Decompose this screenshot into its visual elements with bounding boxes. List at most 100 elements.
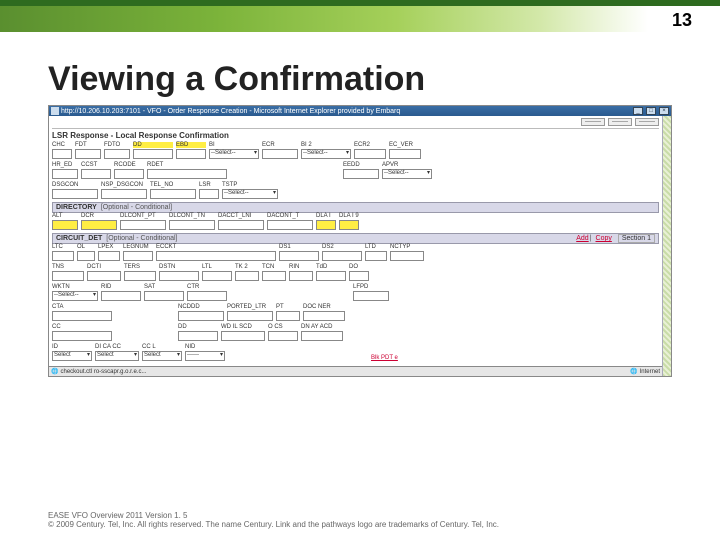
text-field[interactable] [133, 149, 173, 159]
directory-section-header: DIRECTORY [Optional - Conditional] [52, 202, 659, 213]
top-link[interactable]: -------- [581, 118, 605, 126]
field-label: TSTP [222, 182, 278, 188]
field-label: RIN [289, 264, 313, 270]
text-field[interactable] [218, 220, 264, 230]
text-field[interactable] [52, 220, 78, 230]
text-field[interactable] [104, 149, 130, 159]
inline-link[interactable]: Blk PDT e [371, 355, 398, 361]
text-field[interactable] [144, 291, 184, 301]
text-field[interactable] [262, 271, 286, 281]
text-field[interactable] [365, 251, 387, 261]
text-field[interactable] [77, 251, 95, 261]
select-field[interactable]: Select [95, 351, 139, 361]
text-field[interactable] [176, 149, 206, 159]
scrollbar-region[interactable] [662, 116, 671, 376]
text-field[interactable] [199, 189, 219, 199]
text-field[interactable] [156, 251, 276, 261]
text-field[interactable] [81, 169, 111, 179]
text-field[interactable] [276, 311, 300, 321]
text-field[interactable] [303, 311, 345, 321]
field-row: HR_EDCCSTRCODERDETEEDDAPVR--Select-- [52, 162, 659, 179]
select-field[interactable]: --Select-- [301, 149, 351, 159]
text-field[interactable] [289, 271, 313, 281]
text-field[interactable] [52, 149, 72, 159]
field-label: TEL_NO [150, 182, 196, 188]
text-field[interactable] [52, 331, 112, 341]
text-field[interactable] [101, 189, 147, 199]
text-field[interactable] [187, 291, 227, 301]
text-field[interactable] [169, 220, 215, 230]
top-link[interactable]: -------- [608, 118, 632, 126]
field-label: DCTI [87, 264, 121, 270]
text-field[interactable] [202, 271, 232, 281]
text-field[interactable] [343, 169, 379, 179]
text-field[interactable] [262, 149, 298, 159]
close-button[interactable]: × [659, 107, 669, 115]
field-label: LPEX [98, 244, 120, 250]
text-field[interactable] [147, 169, 227, 179]
slide-header-bar: 13 [0, 0, 720, 32]
select-field[interactable]: --Select-- [52, 291, 98, 301]
select-field[interactable]: Select [52, 351, 92, 361]
text-field[interactable] [390, 251, 424, 261]
text-field[interactable] [52, 311, 112, 321]
text-field[interactable] [322, 251, 362, 261]
field-label: ECCKT [156, 244, 276, 250]
select-field[interactable]: --Select-- [209, 149, 259, 159]
text-field[interactable] [349, 271, 369, 281]
footer-line1: EASE VFO Overview 2011 Version 1. 5 [48, 511, 672, 521]
select-field[interactable]: --Select-- [382, 169, 432, 179]
top-link[interactable]: -------- [635, 118, 659, 126]
text-field[interactable] [267, 220, 313, 230]
text-field[interactable] [389, 149, 421, 159]
text-field[interactable] [268, 331, 298, 341]
select-field[interactable]: --Select-- [222, 189, 278, 199]
text-field[interactable] [81, 220, 117, 230]
circuit-section-header: CIRCUIT_DET [Optional - Conditional] Add… [52, 233, 659, 244]
field-label: TK 2 [235, 264, 259, 270]
text-field[interactable] [120, 220, 166, 230]
text-field[interactable] [159, 271, 199, 281]
text-field[interactable] [52, 169, 78, 179]
field-label: NID [185, 344, 225, 350]
text-field[interactable] [178, 331, 218, 341]
maximize-button[interactable]: □ [646, 107, 656, 115]
zone-text: Internet [640, 369, 660, 375]
text-field[interactable] [52, 271, 84, 281]
text-field[interactable] [75, 149, 101, 159]
field-label: WKTN [52, 284, 98, 290]
field-label: TERS [124, 264, 156, 270]
text-field[interactable] [124, 271, 156, 281]
field-label: CC [52, 324, 112, 330]
field-label: TCN [262, 264, 286, 270]
field-row: CHCFDTFDTODDEBDBI--Select--ECRBI 2--Sele… [52, 142, 659, 159]
text-field[interactable] [52, 189, 98, 199]
text-field[interactable] [235, 271, 259, 281]
text-field[interactable] [178, 311, 224, 321]
text-field[interactable] [279, 251, 319, 261]
text-field[interactable] [114, 169, 144, 179]
text-field[interactable] [353, 291, 389, 301]
text-field[interactable] [52, 251, 74, 261]
text-field[interactable] [316, 271, 346, 281]
section-count: Section 1 [618, 234, 655, 243]
text-field[interactable] [98, 251, 120, 261]
text-field[interactable] [301, 331, 343, 341]
text-field[interactable] [316, 220, 336, 230]
text-field[interactable] [87, 271, 121, 281]
text-field[interactable] [221, 331, 265, 341]
text-field[interactable] [150, 189, 196, 199]
text-field[interactable] [339, 220, 359, 230]
add-link[interactable]: Add [576, 235, 588, 242]
text-field[interactable] [123, 251, 153, 261]
select-field[interactable]: ------ [185, 351, 225, 361]
select-field[interactable]: Select [142, 351, 182, 361]
minimize-button[interactable]: _ [633, 107, 643, 115]
copy-link[interactable]: Copy [596, 235, 612, 242]
field-label: BI 2 [301, 142, 351, 148]
text-field[interactable] [101, 291, 141, 301]
field-label: OL [77, 244, 95, 250]
field-label: DI CA CC [95, 344, 139, 350]
text-field[interactable] [354, 149, 386, 159]
text-field[interactable] [227, 311, 273, 321]
